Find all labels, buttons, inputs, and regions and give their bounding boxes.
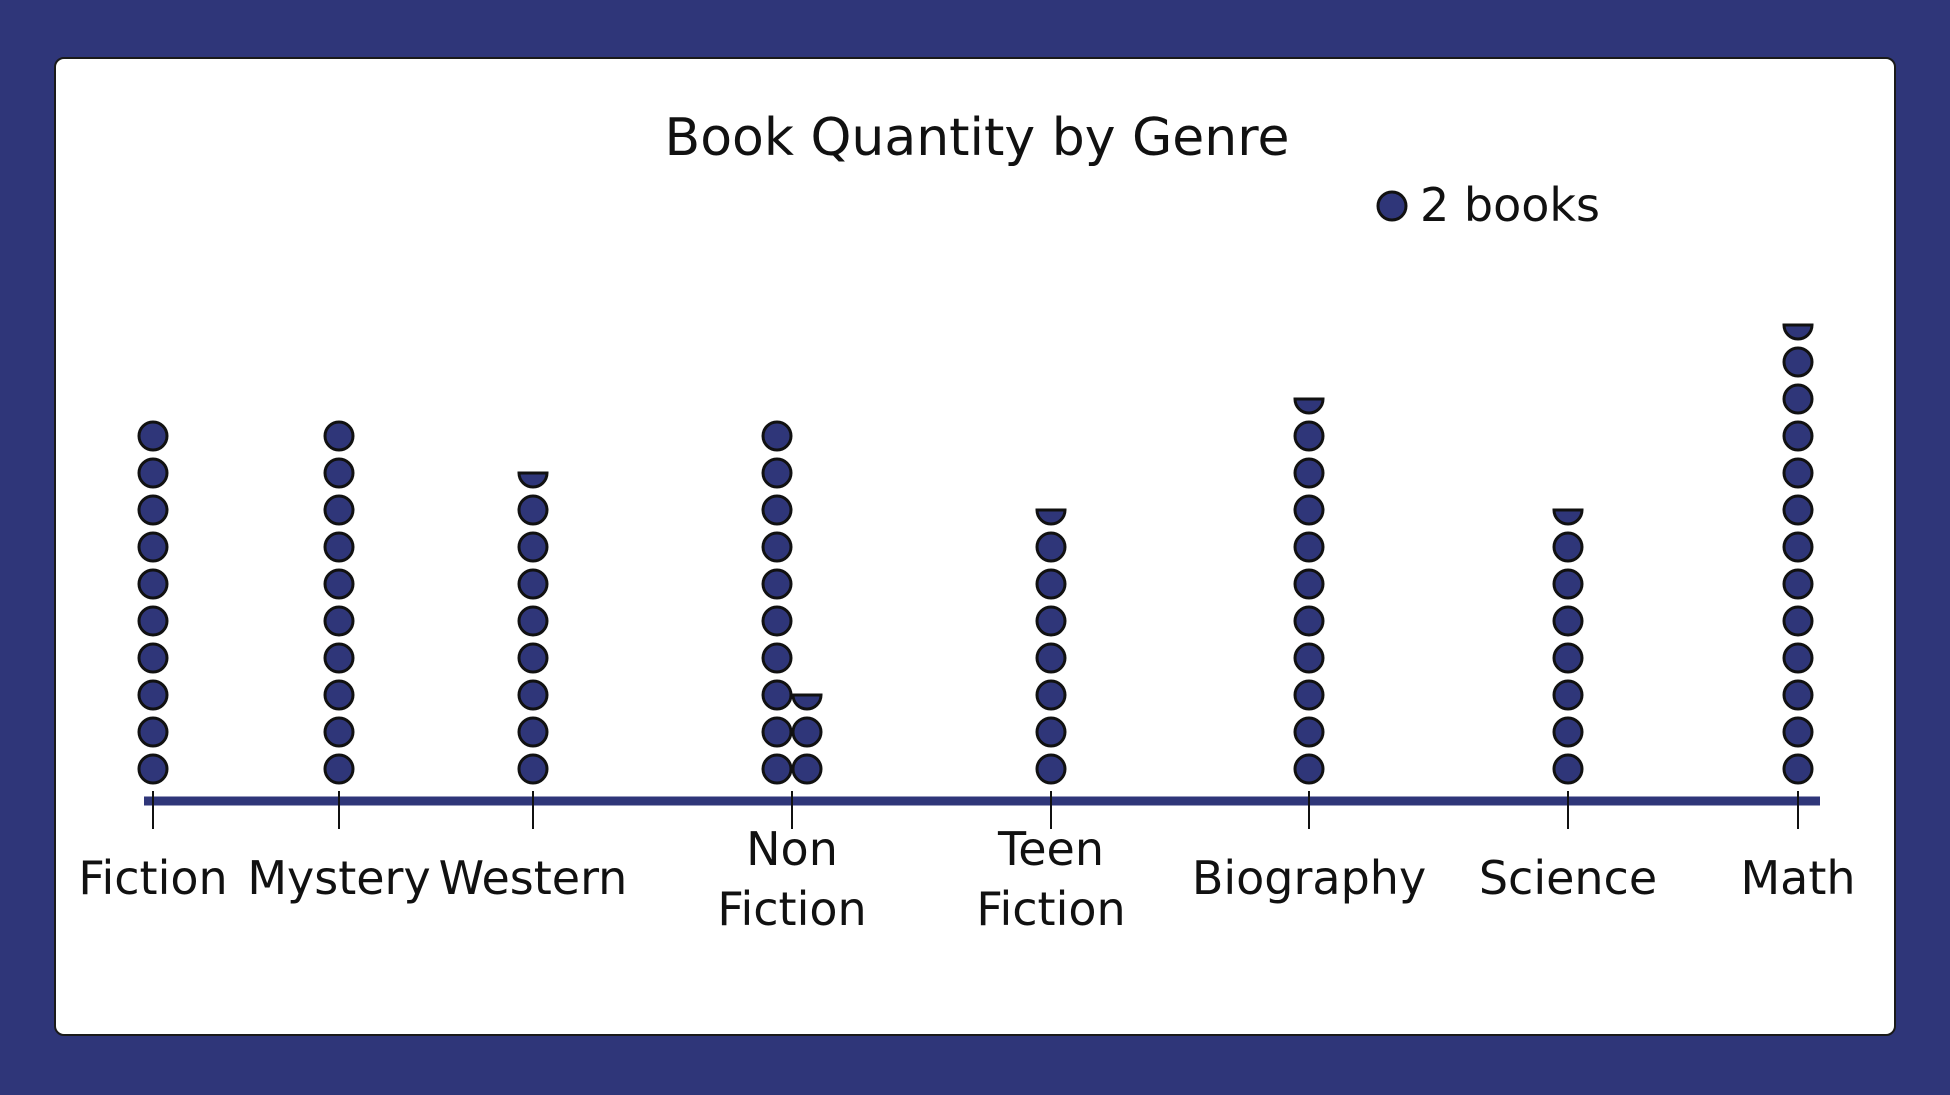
- book-symbol: [761, 457, 793, 489]
- chart-title: Book Quantity by Genre: [665, 108, 1290, 168]
- book-symbol: [761, 642, 793, 674]
- book-symbol: [517, 605, 549, 637]
- book-symbol: [137, 753, 169, 785]
- category-label: Science: [1479, 851, 1657, 905]
- book-symbol: [137, 457, 169, 489]
- legend-circle-icon: [1376, 190, 1408, 222]
- category-label: Biography: [1192, 851, 1426, 905]
- book-symbol: [1035, 568, 1067, 600]
- symbol-group: [137, 323, 1814, 785]
- book-symbol: [323, 531, 355, 563]
- pictograph-chart: Book Quantity by Genre 2 books Fiction My…: [78, 108, 1855, 936]
- book-symbol: [323, 420, 355, 452]
- book-symbol: [1035, 531, 1067, 563]
- category-label-group: Fiction Mystery Western Non Fiction Teen Ficti…: [78, 822, 1855, 936]
- axis-group: [144, 791, 1820, 829]
- book-symbol: [137, 568, 169, 600]
- book-symbol: [1035, 679, 1067, 711]
- book-symbol: [1293, 753, 1325, 785]
- book-symbol: [1782, 494, 1814, 526]
- book-symbol: [1552, 531, 1584, 563]
- book-symbol: [517, 753, 549, 785]
- book-symbol: [1552, 605, 1584, 637]
- book-symbol: [323, 494, 355, 526]
- book-symbol: [323, 568, 355, 600]
- book-symbol: [1035, 605, 1067, 637]
- book-half-symbol: [1035, 508, 1067, 526]
- category-label: Mystery: [247, 851, 430, 905]
- book-symbol: [517, 568, 549, 600]
- book-symbol: [323, 679, 355, 711]
- book-symbol: [1293, 716, 1325, 748]
- book-symbol: [1782, 753, 1814, 785]
- book-symbol: [761, 420, 793, 452]
- book-symbol: [761, 753, 793, 785]
- book-symbol: [1782, 642, 1814, 674]
- book-symbol: [323, 642, 355, 674]
- book-symbol: [517, 716, 549, 748]
- book-symbol: [761, 568, 793, 600]
- book-symbol: [761, 679, 793, 711]
- book-symbol: [1293, 568, 1325, 600]
- book-symbol: [1552, 753, 1584, 785]
- book-symbol: [1293, 605, 1325, 637]
- book-symbol: [1293, 457, 1325, 489]
- book-symbol: [323, 753, 355, 785]
- book-symbol: [761, 494, 793, 526]
- book-symbol: [137, 420, 169, 452]
- category-label: Western: [439, 851, 628, 905]
- book-symbol: [137, 716, 169, 748]
- book-half-symbol: [517, 471, 549, 489]
- book-symbol: [1552, 716, 1584, 748]
- book-half-symbol: [1552, 508, 1584, 526]
- category-label: Math: [1740, 851, 1855, 905]
- book-symbol: [517, 642, 549, 674]
- book-symbol: [1782, 531, 1814, 563]
- book-symbol: [1293, 642, 1325, 674]
- book-half-symbol: [791, 693, 823, 711]
- legend-label: 2 books: [1420, 178, 1600, 232]
- book-symbol: [1782, 457, 1814, 489]
- book-symbol: [137, 605, 169, 637]
- book-symbol: [1035, 716, 1067, 748]
- book-symbol: [323, 716, 355, 748]
- category-label: Non Fiction: [717, 822, 866, 936]
- book-symbol: [1782, 420, 1814, 452]
- book-symbol: [1293, 531, 1325, 563]
- book-symbol: [1293, 420, 1325, 452]
- book-symbol: [1782, 383, 1814, 415]
- book-symbol: [1552, 642, 1584, 674]
- book-symbol: [1552, 568, 1584, 600]
- book-symbol: [1293, 679, 1325, 711]
- book-symbol: [517, 531, 549, 563]
- category-label: Teen Fiction: [976, 822, 1125, 936]
- book-symbol: [517, 494, 549, 526]
- book-symbol: [1782, 346, 1814, 378]
- book-symbol: [761, 605, 793, 637]
- book-half-symbol: [1293, 397, 1325, 415]
- book-symbol: [1035, 753, 1067, 785]
- book-symbol: [137, 494, 169, 526]
- book-symbol: [323, 457, 355, 489]
- book-symbol: [1293, 494, 1325, 526]
- book-symbol: [791, 753, 823, 785]
- book-half-symbol: [1782, 323, 1814, 341]
- book-symbol: [1782, 605, 1814, 637]
- chart-card: Book Quantity by Genre 2 books Fiction My…: [54, 57, 1896, 1036]
- book-symbol: [137, 679, 169, 711]
- book-symbol: [761, 716, 793, 748]
- book-symbol: [1552, 679, 1584, 711]
- book-symbol: [323, 605, 355, 637]
- book-symbol: [1782, 568, 1814, 600]
- book-symbol: [791, 716, 823, 748]
- book-symbol: [1035, 642, 1067, 674]
- book-symbol: [761, 531, 793, 563]
- legend: 2 books: [1376, 178, 1600, 232]
- book-symbol: [137, 642, 169, 674]
- book-symbol: [517, 679, 549, 711]
- book-symbol: [1782, 679, 1814, 711]
- book-symbol: [137, 531, 169, 563]
- book-symbol: [1782, 716, 1814, 748]
- category-label: Fiction: [78, 851, 227, 905]
